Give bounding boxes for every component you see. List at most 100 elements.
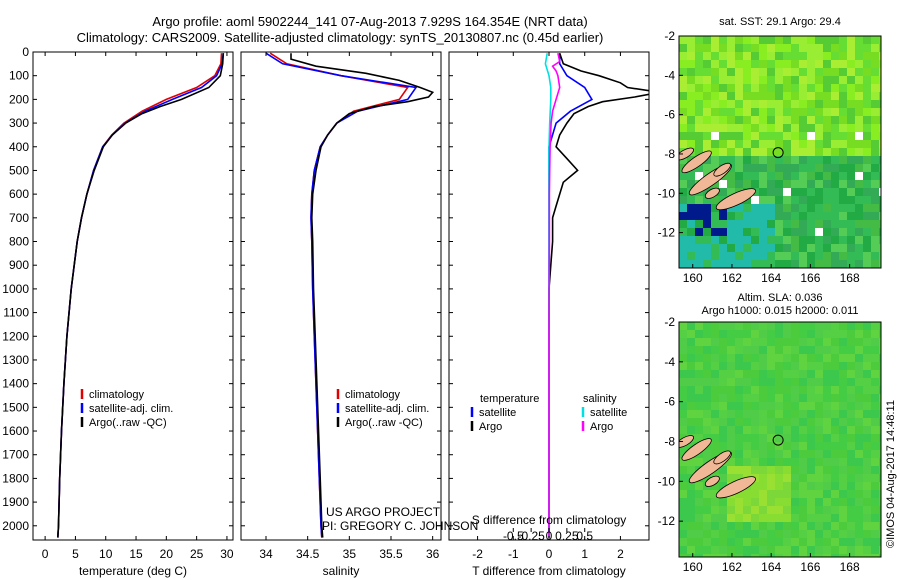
map-cell <box>831 554 839 557</box>
map-cell <box>871 402 879 410</box>
map-cell <box>863 410 871 418</box>
map-cell <box>711 378 719 386</box>
x-tick-label: 5 <box>72 547 79 561</box>
map-cell <box>751 530 759 538</box>
map-cell <box>807 164 815 172</box>
diff-legend-title-0: temperature <box>480 393 539 405</box>
map-cell <box>815 354 823 362</box>
map-cell <box>735 530 743 538</box>
map-cell <box>815 204 823 212</box>
map-cell <box>711 330 719 338</box>
map-cell <box>703 108 711 116</box>
map-cell <box>871 322 879 330</box>
map-cell <box>759 442 767 450</box>
map-cell <box>799 156 807 164</box>
map-cell <box>847 554 855 557</box>
map-cell <box>751 148 759 156</box>
map-x-tick-label: 160 <box>683 560 703 574</box>
map-cell <box>727 354 735 362</box>
map-cell <box>815 196 823 204</box>
map-cell <box>767 434 775 442</box>
title-line-1: Argo profile: aoml 5902244_141 07-Aug-20… <box>152 14 587 29</box>
map-cell <box>687 482 695 490</box>
map-cell <box>855 132 863 140</box>
map-cell <box>783 148 791 156</box>
map-cell <box>679 538 687 546</box>
map-cell <box>831 322 839 330</box>
map-cell <box>815 52 823 60</box>
map-cell <box>839 60 847 68</box>
map-cell <box>775 196 783 204</box>
map-cell <box>791 68 799 76</box>
map-cell <box>703 498 711 506</box>
map-cell <box>767 236 775 244</box>
map-cell <box>863 386 871 394</box>
map-cell <box>759 180 767 188</box>
map-cell <box>727 236 735 244</box>
map-cell <box>767 482 775 490</box>
map-cell <box>735 164 743 172</box>
map-cell <box>703 418 711 426</box>
map-cell <box>871 538 879 546</box>
map-cell <box>783 554 791 557</box>
map-cell <box>799 522 807 530</box>
s-x-tick-label: 0.5 <box>576 529 593 543</box>
map-cell <box>775 322 783 330</box>
sla-map-frame <box>678 321 882 558</box>
y-tick-label: 1500 <box>2 400 29 414</box>
map-cell <box>791 188 799 196</box>
map-cell <box>839 554 847 557</box>
map-cell <box>783 458 791 466</box>
map-cell <box>839 44 847 52</box>
map-cell <box>767 546 775 554</box>
map-cell <box>871 44 879 52</box>
map-cell <box>879 506 881 514</box>
map-cell <box>743 442 751 450</box>
map-cell <box>871 108 879 116</box>
map-cell <box>791 426 799 434</box>
map-cell <box>847 530 855 538</box>
map-cell <box>727 228 735 236</box>
map-cell <box>711 506 719 514</box>
map-cell <box>735 108 743 116</box>
map-cell <box>775 370 783 378</box>
map-cell <box>871 156 879 164</box>
map-cell <box>807 434 815 442</box>
map-cell <box>823 52 831 60</box>
map-cell <box>735 322 743 330</box>
map-cell <box>759 450 767 458</box>
map-cell <box>783 84 791 92</box>
map-cell <box>863 338 871 346</box>
map-cell <box>759 554 767 557</box>
map-cell <box>831 44 839 52</box>
map-cell <box>703 490 711 498</box>
legend-label-1: satellite-adj. clim. <box>89 403 173 415</box>
diff-legend-title-1: salinity <box>583 393 617 405</box>
map-cell <box>759 84 767 92</box>
map-cell <box>807 76 815 84</box>
diff-legend-label-2: satellite <box>590 407 627 419</box>
map-cell <box>735 330 743 338</box>
map-cell <box>679 546 687 554</box>
map-cell <box>839 132 847 140</box>
map-cell <box>791 554 799 557</box>
map-cell <box>727 474 735 482</box>
map-cell <box>831 466 839 474</box>
s-x-tick-label: 0 <box>546 529 553 543</box>
map-cell <box>783 140 791 148</box>
map-cell <box>847 538 855 546</box>
map-cell <box>871 522 879 530</box>
map-cell <box>847 164 855 172</box>
map-cell <box>703 394 711 402</box>
map-cell <box>719 410 727 418</box>
map-cell <box>751 44 759 52</box>
map-cell <box>743 490 751 498</box>
map-cell <box>863 434 871 442</box>
map-cell <box>711 346 719 354</box>
map-cell <box>743 236 751 244</box>
map-cell <box>735 212 743 220</box>
map-cell <box>839 522 847 530</box>
map-cell <box>767 370 775 378</box>
map-cell <box>711 442 719 450</box>
map-cell <box>831 346 839 354</box>
